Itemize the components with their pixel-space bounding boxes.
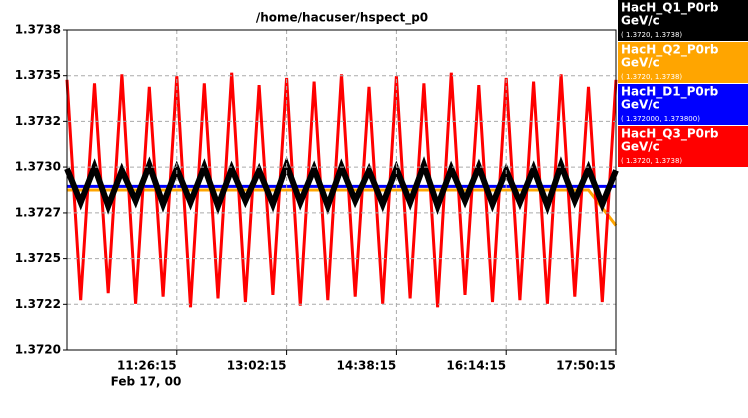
x-tick-label: 13:02:15 [227, 359, 287, 373]
y-tick-label: 1.3725 [15, 251, 61, 265]
legend-name: HacH_D1_P0rb [621, 85, 719, 100]
y-tick-label: 1.3735 [15, 68, 61, 82]
legend-box [618, 84, 748, 125]
y-tick-label: 1.3720 [15, 343, 61, 357]
legend-name: HacH_Q1_P0rb [621, 1, 719, 16]
legend-unit: GeV/c [621, 14, 660, 28]
legend-name: HacH_Q3_P0rb [621, 127, 719, 142]
legend-box [618, 0, 748, 41]
series-line [67, 188, 618, 227]
legend-box [618, 126, 748, 167]
y-tick-label: 1.3730 [15, 160, 61, 174]
chart-title: /home/hacuser/hspect_p0 [256, 11, 428, 26]
y-tick-label: 1.3722 [15, 297, 61, 311]
y-tick-label: 1.3738 [15, 23, 61, 37]
y-tick-label: 1.3727 [15, 205, 61, 219]
series-line [65, 72, 618, 308]
x-tick-label: 16:14:15 [446, 359, 506, 373]
legend-name: HacH_Q2_P0rb [621, 43, 719, 58]
legend-unit: GeV/c [621, 140, 660, 154]
legend-unit: GeV/c [621, 98, 660, 112]
x-tick-label: 17:50:15 [556, 359, 616, 373]
legend-range: ( 1.3720, 1.3738) [621, 157, 682, 165]
legend-range: ( 1.3720, 1.3738) [621, 31, 682, 39]
legend-range: ( 1.3720, 1.3738) [621, 73, 682, 81]
x-tick-label: 14:38:15 [337, 359, 397, 373]
legend-range: ( 1.372000, 1.373800) [621, 115, 700, 123]
plot-frame [66, 29, 617, 351]
date-label: Feb 17, 00 [111, 375, 182, 389]
y-tick-label: 1.3732 [15, 114, 61, 128]
legend-box [618, 42, 748, 83]
x-tick-label: 11:26:15 [117, 359, 177, 373]
legend-unit: GeV/c [621, 56, 660, 70]
